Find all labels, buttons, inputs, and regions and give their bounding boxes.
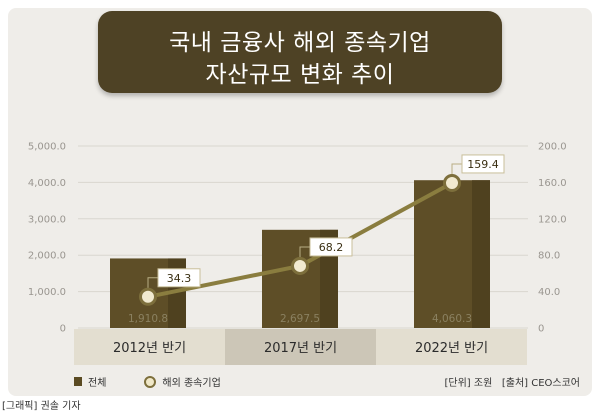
category-band-cell: [74, 329, 225, 365]
category-label: 2012년 반기: [113, 341, 186, 356]
data-label: 68.2: [319, 241, 344, 254]
right-axis-tick-label: 160.0: [538, 178, 567, 189]
source-note: [출처] CEO스코어: [501, 378, 580, 389]
right-axis-tick-label: 80.0: [538, 251, 560, 262]
series-marker: [291, 256, 309, 275]
series-marker: [139, 287, 157, 306]
legend-bar-swatch: [74, 377, 82, 386]
bar-value-label: 2,697.5: [280, 313, 320, 325]
unit-note: [단위] 조원: [444, 378, 493, 389]
category-label: 2022년 반기: [415, 341, 488, 356]
left-axis-tick-label: 5,000.0: [28, 142, 66, 153]
legend-notes: [단위] 조원 [출처] CEO스코어: [445, 374, 581, 389]
right-axis-tick-label: 40.0: [538, 287, 560, 298]
data-label: 34.3: [167, 272, 192, 285]
legend-line-marker-icon: [144, 375, 157, 388]
legend-bar-label: 전체: [88, 378, 107, 389]
data-label-box: [157, 268, 201, 288]
legend-line-label: 해외 종속기업: [162, 378, 221, 389]
chart-title-line-2: 자산규모 변화 추이: [205, 62, 395, 88]
left-axis-tick-label: 3,000.0: [28, 214, 66, 225]
category-band-cell: [225, 329, 376, 365]
title-banner: 국내 금융사 해외 종속기업 자산규모 변화 추이: [98, 11, 502, 93]
bar-value-label: 1,910.8: [128, 313, 168, 325]
bar-value-label: 4,060.3: [432, 313, 472, 325]
category-label: 2017년 반기: [264, 341, 337, 356]
series-marker: [443, 173, 461, 192]
data-label-box: [309, 237, 353, 257]
graphic-credit: [그래픽] 권솔 기자: [2, 401, 81, 412]
right-axis-tick-label: 120.0: [538, 214, 567, 225]
category-band-cell: [376, 329, 527, 365]
data-label: 159.4: [467, 158, 499, 171]
left-axis-tick-label: 1,000.0: [28, 287, 66, 298]
left-axis-tick-label: 2,000.0: [28, 251, 66, 262]
right-axis-tick-label: 200.0: [538, 142, 567, 153]
data-label-box: [461, 154, 505, 174]
chart-title-line-1: 국내 금융사 해외 종속기업: [169, 30, 431, 56]
legend: 전체 해외 종속기업: [74, 374, 221, 389]
bar-side-shade: [472, 180, 490, 328]
right-axis-tick-label: 0: [538, 324, 544, 335]
left-axis-tick-label: 4,000.0: [28, 178, 66, 189]
left-axis-tick-label: 0: [60, 324, 66, 335]
